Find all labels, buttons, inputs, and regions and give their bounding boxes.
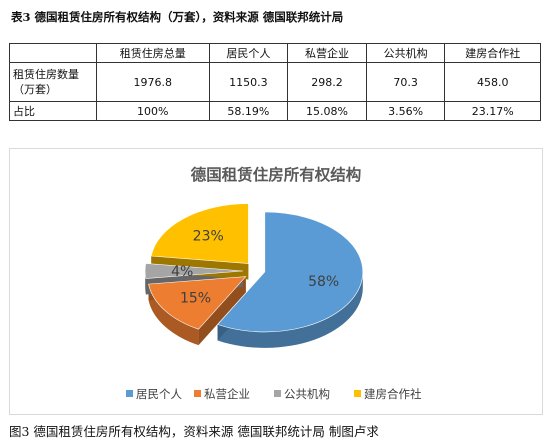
table-cell: 15.08% — [287, 101, 367, 121]
table-cell: 3.56% — [365, 101, 446, 121]
legend-label: 居民个人 — [136, 387, 182, 401]
table-title: 表3 德国租赁住房所有权结构（万套），资料来源 德国联邦统计局 — [11, 10, 344, 24]
legend-swatch — [126, 390, 133, 397]
pie-slice — [217, 211, 364, 333]
table-header-cell: 居民个人 — [208, 43, 289, 63]
table-cell: 298.2 — [287, 62, 367, 102]
table-cell: 1976.8 — [96, 62, 210, 102]
pie-slice-side — [148, 284, 199, 346]
pie-chart: 德国租赁住房所有权结构 58% 15% 4% 23% 居民个人 私营企业 公共机构 建房合作… — [9, 148, 543, 415]
table-cell: 58.19% — [208, 101, 289, 121]
table-header-cell: 私营企业 — [287, 43, 367, 63]
pie-slice — [144, 263, 244, 279]
pie-slice — [150, 203, 249, 264]
data-table: 租赁住房总量 居民个人 私营企业 公共机构 建房合作社 租赁住房数量（万套） 1… — [9, 43, 541, 121]
table-row-header: 占比 — [9, 101, 97, 121]
legend-label: 建房合作社 — [364, 387, 422, 401]
pie-slice-face — [198, 276, 246, 346]
pie-slice-side — [217, 271, 363, 348]
legend-label: 公共机构 — [284, 387, 330, 401]
table-cell: 70.3 — [365, 62, 446, 102]
pie-chart-canvas: 德国租赁住房所有权结构 58% 15% 4% 23% 居民个人 私营企业 公共机构 建房合作… — [126, 165, 422, 401]
table-header-cell — [9, 43, 97, 63]
legend-swatch — [354, 390, 361, 397]
table-header-cell: 建房合作社 — [444, 43, 541, 63]
table-row-header: 租赁住房数量（万套） — [9, 62, 97, 102]
table-header-row: 租赁住房总量 居民个人 私营企业 公共机构 建房合作社 — [9, 43, 541, 63]
table-cell: 23.17% — [444, 101, 541, 121]
figure-caption: 图3 德国租赁住房所有权结构，资料来源 德国联邦统计局 制图卢求 — [9, 424, 379, 439]
legend-swatch — [274, 390, 281, 397]
table-row: 租赁住房数量（万套） 1976.8 1150.3 298.2 70.3 458.… — [9, 62, 541, 102]
pie-slice — [148, 276, 247, 330]
table-cell: 458.0 — [444, 62, 541, 102]
table-cell: 1150.3 — [208, 62, 289, 102]
table-header-cell: 公共机构 — [365, 43, 446, 63]
chart-title: 德国租赁住房所有权结构 — [191, 165, 362, 184]
pie-data-label: 4% — [171, 264, 193, 280]
pie-data-label: 23% — [193, 229, 224, 245]
pie-data-label: 58% — [308, 274, 339, 290]
legend-label: 私营企业 — [204, 387, 250, 401]
table-row: 占比 100% 58.19% 15.08% 3.56% 23.17% — [9, 101, 541, 121]
table-cell: 100% — [96, 101, 210, 121]
pie-data-label: 15% — [180, 290, 211, 306]
legend-swatch — [194, 390, 201, 397]
table-header-cell: 租赁住房总量 — [96, 43, 210, 63]
